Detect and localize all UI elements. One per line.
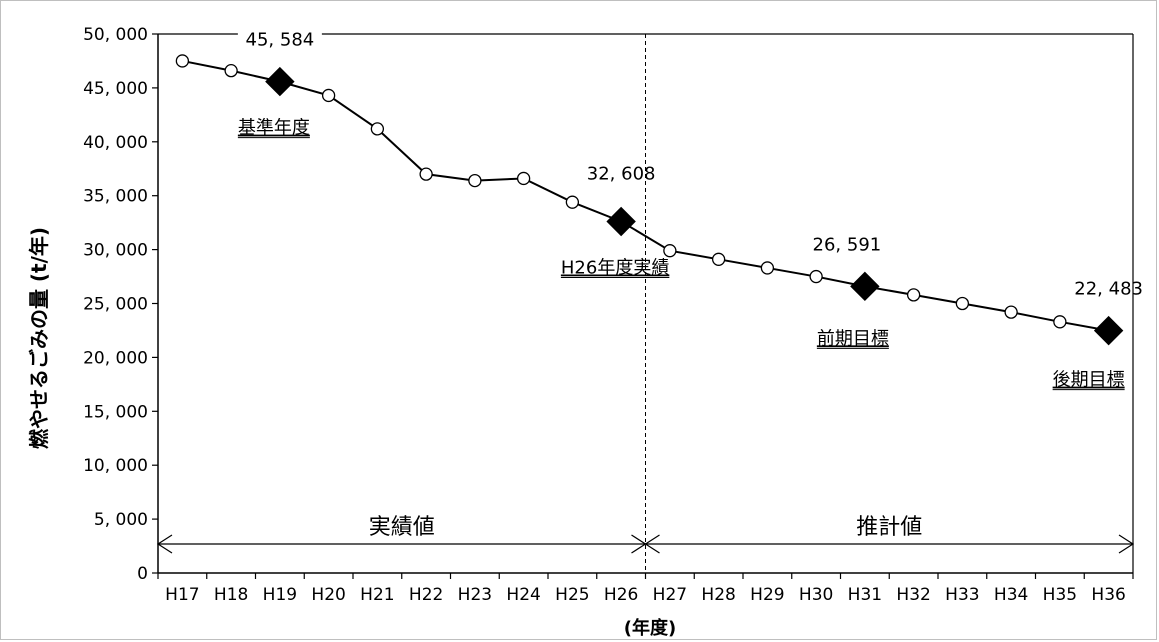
key-point-label: 後期目標 bbox=[1053, 370, 1125, 391]
y-tick-label: 5, 000 bbox=[94, 510, 148, 530]
data-point-marker bbox=[955, 296, 970, 311]
data-point-marker bbox=[1004, 305, 1018, 319]
x-tick-label: H18 bbox=[214, 585, 248, 605]
x-tick-label: H23 bbox=[458, 585, 492, 605]
regions: 実績値 推計値 bbox=[156, 34, 1135, 573]
y-tick-label: 30, 000 bbox=[83, 241, 148, 261]
x-tick-label: H34 bbox=[994, 585, 1028, 605]
region-label: 実績値 bbox=[369, 515, 435, 540]
y-axis-label: 燃やせるごみの量 (t/年) bbox=[27, 227, 51, 449]
key-value-label: 32, 608 bbox=[587, 163, 656, 184]
x-tick-label: H21 bbox=[360, 585, 394, 605]
x-tick-label: H26 bbox=[604, 585, 638, 605]
x-tick-label: H29 bbox=[750, 585, 784, 605]
x-tick-label: H17 bbox=[165, 585, 199, 605]
x-tick-label: H24 bbox=[506, 585, 540, 605]
region-label: 推計値 bbox=[856, 515, 922, 540]
arrow-head-right bbox=[1118, 534, 1135, 554]
y-tick-label: 25, 000 bbox=[83, 295, 148, 315]
value-label-bg bbox=[237, 25, 322, 52]
data-point-marker bbox=[224, 64, 238, 78]
data-point-marker bbox=[370, 122, 385, 136]
data-point-marker bbox=[906, 288, 921, 302]
x-tick-label: H31 bbox=[848, 585, 882, 605]
data-point-marker bbox=[809, 269, 823, 284]
data-point-marker bbox=[468, 173, 482, 188]
arrow-head-left bbox=[644, 534, 660, 554]
key-point-label: 基準年度 bbox=[238, 118, 310, 139]
data-point-marker bbox=[516, 171, 531, 186]
y-tick-label: 50, 000 bbox=[83, 25, 148, 45]
y-tick-label: 0 bbox=[137, 564, 148, 584]
x-tick-label: H35 bbox=[1043, 585, 1077, 605]
x-tick-label: H25 bbox=[555, 585, 589, 605]
data-point-marker bbox=[175, 54, 190, 68]
key-point-marker bbox=[1093, 315, 1124, 346]
y-tick-label: 15, 000 bbox=[83, 402, 148, 422]
series-line bbox=[182, 59, 1109, 332]
y-tick-label: 10, 000 bbox=[83, 456, 148, 476]
key-point-marker bbox=[850, 271, 880, 302]
data-point-marker bbox=[419, 167, 433, 181]
y-tick-label: 35, 000 bbox=[83, 187, 148, 207]
data-point-marker bbox=[321, 88, 336, 103]
x-tick-label: H20 bbox=[311, 585, 345, 605]
annotations: 45, 584 基準年度 32, 608 H26年度実績 26, 591 前期目標 22, … bbox=[237, 25, 1143, 391]
y-tick-label: 20, 000 bbox=[83, 348, 148, 368]
key-value-label: 22, 483 bbox=[1074, 279, 1143, 300]
key-value-label: 45, 584 bbox=[246, 30, 315, 51]
x-tick-label: H28 bbox=[701, 585, 735, 605]
x-tick-label: H30 bbox=[799, 585, 833, 605]
x-tick-label: H22 bbox=[409, 585, 443, 605]
data-point-marker bbox=[711, 252, 726, 266]
x-tick-label: H32 bbox=[896, 585, 930, 605]
key-point-label: H26年度実績 bbox=[561, 257, 669, 278]
data-point-marker bbox=[760, 261, 775, 275]
x-tick-label: H27 bbox=[653, 585, 687, 605]
x-tick-label: H36 bbox=[1091, 585, 1125, 605]
data-point-marker bbox=[663, 244, 677, 258]
y-tick-label: 45, 000 bbox=[83, 79, 148, 99]
series bbox=[175, 54, 1124, 346]
x-tick-label: H19 bbox=[263, 585, 297, 605]
key-value-label: 26, 591 bbox=[813, 234, 882, 255]
key-point-marker bbox=[606, 206, 636, 237]
arrow-head-left bbox=[156, 534, 173, 554]
x-axis-label: (年度) bbox=[624, 617, 676, 639]
key-point-marker bbox=[265, 66, 295, 97]
data-point-marker bbox=[1053, 315, 1067, 329]
region-arrow-forecast bbox=[644, 534, 1135, 554]
y-axis: 0 5, 000 10, 000 15, 000 20, 000 25, 000 30, 0… bbox=[83, 25, 159, 584]
y-tick-label: 40, 000 bbox=[83, 133, 148, 153]
key-point-label: 前期目標 bbox=[817, 328, 889, 349]
data-point-marker bbox=[565, 195, 580, 209]
x-tick-label: H33 bbox=[945, 585, 979, 605]
x-axis: H17 H18 H19 H20 H21 H22 H23 H24 H25 H26 H27 H28 H29 H… bbox=[157, 33, 1134, 605]
